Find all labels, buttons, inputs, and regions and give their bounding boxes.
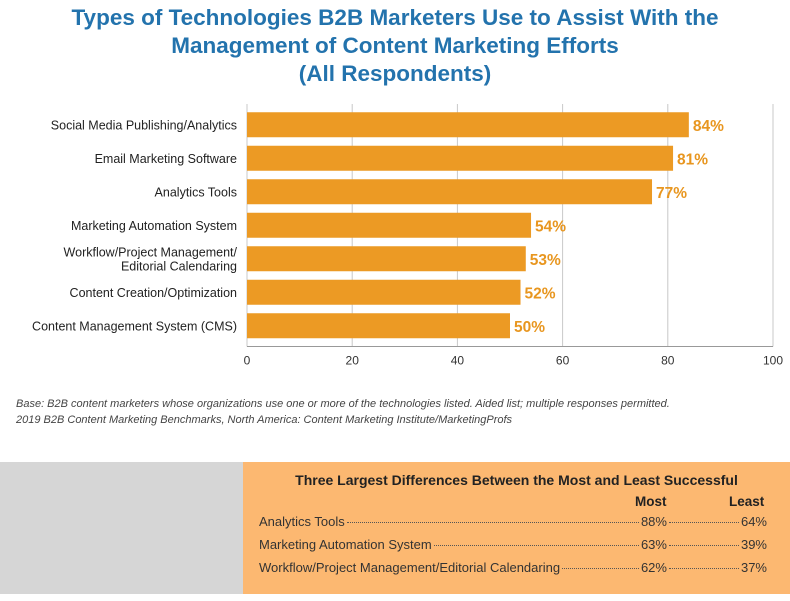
difference-row: Marketing Automation System 63% 39% <box>259 537 767 555</box>
differences-panel-title: Three Largest Differences Between the Mo… <box>295 472 738 488</box>
x-tick-label: 20 <box>346 354 360 368</box>
least-value: 37% <box>740 560 767 575</box>
bar-value-label: 53% <box>530 252 561 269</box>
bar-value-label: 84% <box>693 118 724 135</box>
most-value: 62% <box>640 560 667 575</box>
bar <box>247 246 526 272</box>
difference-row: Workflow/Project Management/Editorial Ca… <box>259 560 767 578</box>
chart-notes: Base: B2B content marketers whose organi… <box>16 396 670 428</box>
least-value: 39% <box>740 537 767 552</box>
category-label: Analytics Tools <box>155 185 237 199</box>
base-note: Base: B2B content marketers whose organi… <box>16 398 670 410</box>
chart-title-line-1: Types of Technologies B2B Marketers Use … <box>71 5 719 30</box>
most-value: 63% <box>640 537 667 552</box>
bar <box>247 313 510 339</box>
x-tick-label: 80 <box>661 354 675 368</box>
category-label: Editorial Calendaring <box>121 259 237 273</box>
category-label: Social Media Publishing/Analytics <box>51 118 237 132</box>
dot-leader <box>346 522 639 523</box>
dot-leader <box>668 568 739 569</box>
chart-title-line-3: (All Respondents) <box>298 61 492 86</box>
bar <box>247 212 532 238</box>
source-note: 2019 B2B Content Marketing Benchmarks, N… <box>16 414 513 426</box>
bar-value-label: 77% <box>656 185 687 202</box>
x-tick-label: 60 <box>556 354 570 368</box>
category-label: Content Management System (CMS) <box>32 319 237 333</box>
category-label: Email Marketing Software <box>95 152 237 166</box>
bar-value-label: 81% <box>677 151 708 168</box>
dot-leader <box>668 545 739 546</box>
category-label: Content Creation/Optimization <box>70 286 237 300</box>
most-value: 88% <box>640 514 667 529</box>
category-label: Workflow/Project Management/ <box>64 245 238 259</box>
dot-leader <box>668 522 739 523</box>
x-tick-label: 40 <box>451 354 465 368</box>
gray-side-panel <box>0 462 243 594</box>
difference-row-label: Marketing Automation System <box>259 537 432 552</box>
chart-title-line-2: Management of Content Marketing Efforts <box>171 33 619 58</box>
category-label: Marketing Automation System <box>71 219 237 233</box>
bar-value-label: 54% <box>535 218 566 235</box>
bar <box>247 112 689 138</box>
differences-panel: Three Largest Differences Between the Mo… <box>243 462 790 594</box>
difference-row-label: Workflow/Project Management/Editorial Ca… <box>259 560 561 575</box>
dot-leader <box>562 568 639 569</box>
dot-leader <box>433 545 639 546</box>
difference-row-label: Analytics Tools <box>259 514 345 529</box>
x-tick-label: 0 <box>244 354 251 368</box>
bar <box>247 179 653 205</box>
bar-chart: 0 20 40 60 80 100 84% Social Media Publishing/A… <box>32 104 783 368</box>
chart-title: Types of Technologies B2B Marketers Use … <box>0 4 790 88</box>
bar <box>247 145 674 171</box>
most-column-header: Most <box>635 494 667 509</box>
x-tick-label: 100 <box>763 354 783 368</box>
difference-row: Analytics Tools 88% 64% <box>259 514 767 532</box>
bar-value-label: 50% <box>514 319 545 336</box>
least-value: 64% <box>740 514 767 529</box>
bar-value-label: 52% <box>525 285 556 302</box>
bar <box>247 279 521 305</box>
least-column-header: Least <box>729 494 765 509</box>
